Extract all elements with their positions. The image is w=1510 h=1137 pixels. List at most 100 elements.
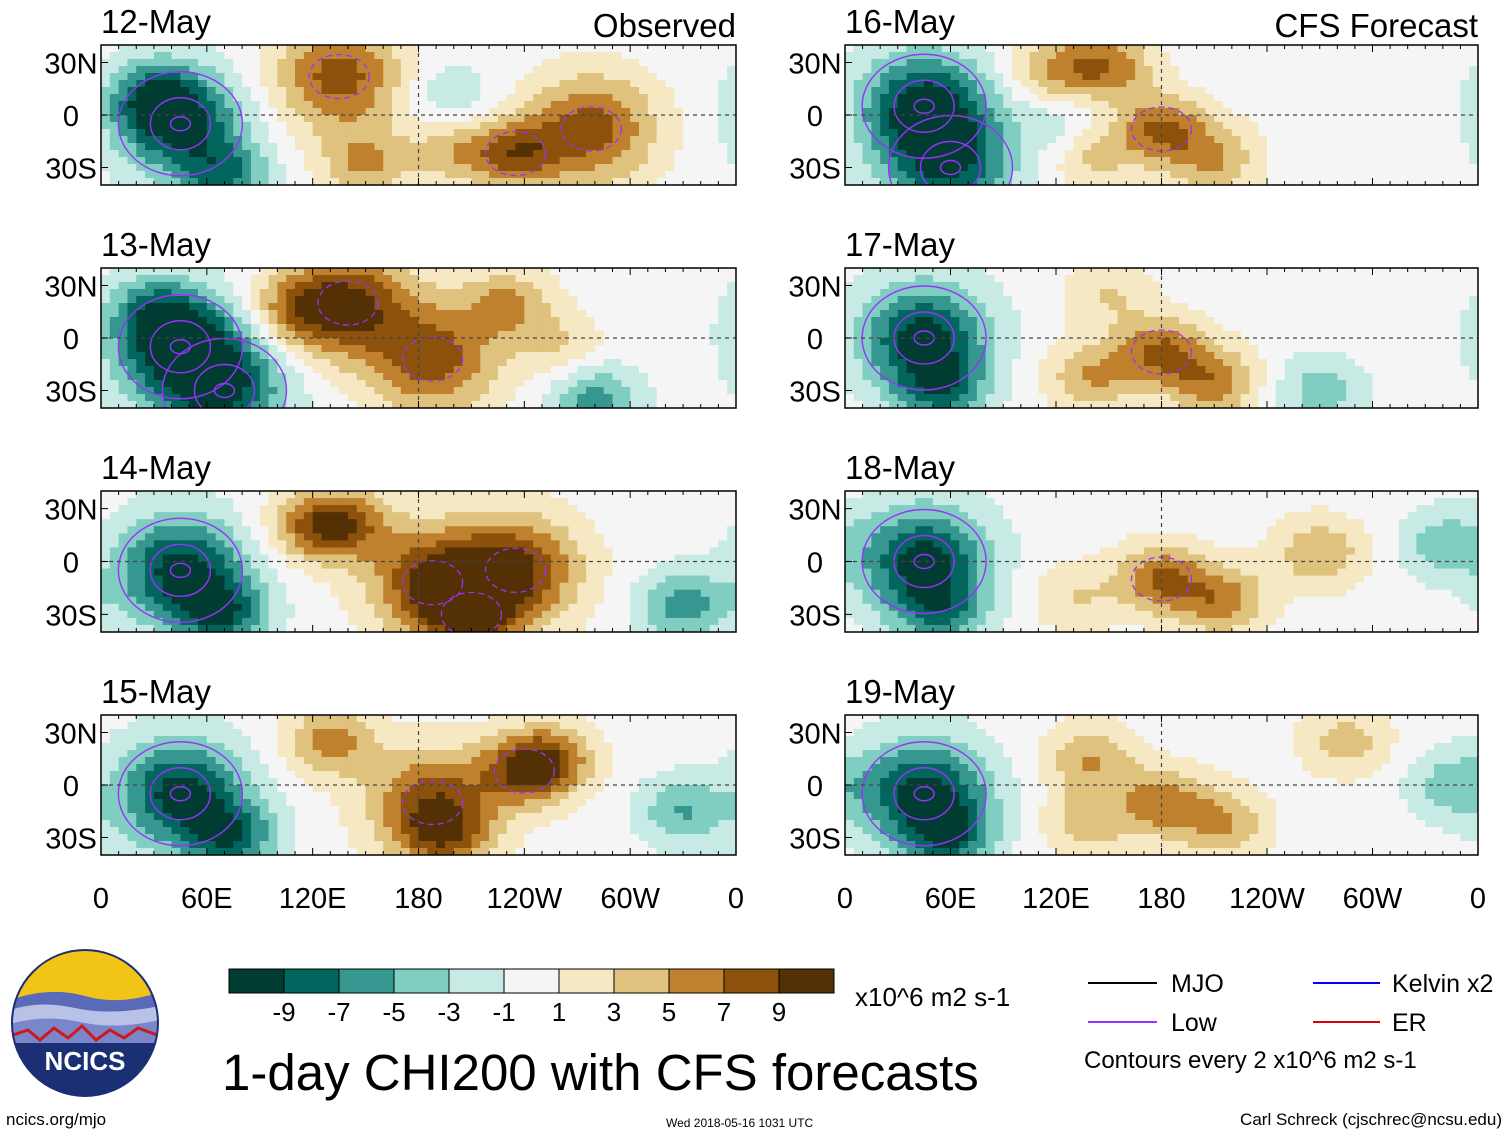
anomaly-cell — [242, 561, 252, 570]
anomaly-cell — [577, 129, 587, 137]
anomaly-cell — [586, 505, 596, 513]
anomaly-cell — [489, 164, 499, 172]
anomaly-cell — [444, 143, 455, 151]
anomaly-cell — [109, 122, 120, 130]
anomaly-cell — [727, 533, 736, 541]
anomaly-cell — [594, 73, 605, 81]
anomaly-cell — [330, 45, 340, 53]
anomaly-cell — [321, 526, 331, 534]
anomaly-cell — [497, 129, 508, 137]
anomaly-cell — [109, 338, 120, 346]
anomaly-cell — [586, 66, 596, 74]
anomaly-cell — [471, 171, 481, 179]
anomaly-cell — [250, 87, 261, 95]
anomaly-cell — [259, 547, 270, 556]
anomaly-cell — [683, 80, 693, 88]
anomaly-cell — [515, 554, 525, 563]
anomaly-cell — [638, 582, 649, 591]
anomaly-cell — [277, 533, 287, 541]
anomaly-cell — [295, 589, 305, 598]
anomaly-cell — [109, 575, 120, 584]
anomaly-cell — [453, 617, 464, 626]
anomaly-cell — [541, 491, 552, 499]
anomaly-cell — [206, 59, 217, 67]
anomaly-cell — [347, 268, 358, 276]
anomaly-cell — [118, 366, 129, 374]
anomaly-cell — [603, 338, 614, 346]
anomaly-cell — [101, 129, 111, 137]
anomaly-cell — [356, 59, 367, 67]
anomaly-cell — [533, 150, 543, 158]
anomaly-cell — [224, 554, 234, 563]
anomaly-cell — [277, 268, 287, 276]
anomaly-cell — [250, 554, 261, 563]
anomaly-cell — [691, 338, 702, 346]
anomaly-cell — [480, 45, 490, 53]
anomaly-cell — [136, 380, 146, 388]
anomaly-cell — [559, 624, 570, 632]
anomaly-cell — [674, 624, 684, 632]
anomaly-cell — [109, 498, 120, 506]
anomaly-cell — [242, 582, 252, 591]
anomaly-cell — [303, 331, 314, 339]
anomaly-cell — [356, 512, 367, 520]
anomaly-cell — [268, 498, 278, 506]
anomaly-cell — [700, 282, 711, 290]
anomaly-cell — [312, 736, 323, 744]
anomaly-cell — [568, 338, 578, 346]
anomaly-cell — [533, 401, 543, 408]
anomaly-cell — [392, 491, 402, 499]
anomaly-cell — [374, 491, 384, 499]
anomaly-cell — [630, 129, 640, 137]
anomaly-cell — [497, 729, 508, 737]
anomaly-cell — [674, 359, 684, 367]
anomaly-cell — [171, 526, 181, 534]
anomaly-cell — [586, 178, 596, 185]
anomaly-cell — [418, 624, 428, 632]
anomaly-cell — [250, 59, 261, 67]
anomaly-cell — [145, 157, 155, 165]
anomaly-cell — [647, 275, 658, 283]
anomaly-cell — [409, 540, 420, 548]
anomaly-cell — [162, 87, 173, 95]
anomaly-cell — [621, 366, 631, 374]
anomaly-cell — [127, 366, 137, 374]
anomaly-cell — [656, 359, 667, 367]
anomaly-cell — [118, 394, 129, 402]
anomaly-cell — [647, 512, 658, 520]
anomaly-cell — [700, 547, 711, 556]
anomaly-cell — [101, 568, 111, 577]
anomaly-cell — [233, 750, 243, 758]
anomaly-cell — [109, 491, 120, 499]
anomaly-cell — [577, 519, 587, 527]
anomaly-cell — [295, 359, 305, 367]
anomaly-cell — [691, 317, 702, 325]
anomaly-cell — [427, 338, 437, 346]
anomaly-cell — [400, 547, 411, 556]
anomaly-cell — [145, 331, 155, 339]
anomaly-cell — [286, 526, 296, 534]
anomaly-cell — [145, 87, 155, 95]
anomaly-cell — [727, 715, 736, 723]
anomaly-cell — [700, 268, 711, 276]
anomaly-cell — [189, 512, 199, 520]
anomaly-cell — [665, 52, 675, 60]
anomaly-cell — [515, 108, 525, 116]
anomaly-cell — [162, 94, 173, 102]
anomaly-cell — [647, 624, 658, 632]
anomaly-cell — [586, 561, 596, 570]
anomaly-cell — [277, 94, 287, 102]
anomaly-cell — [198, 345, 208, 353]
anomaly-cell — [409, 310, 420, 318]
anomaly-cell — [180, 129, 190, 137]
anomaly-cell — [303, 94, 314, 102]
anomaly-cell — [109, 401, 120, 408]
anomaly-cell — [541, 582, 552, 591]
anomaly-cell — [277, 310, 287, 318]
anomaly-cell — [198, 275, 208, 283]
anomaly-cell — [665, 526, 675, 534]
anomaly-cell — [233, 533, 243, 541]
anomaly-cell — [268, 352, 278, 360]
anomaly-cell — [674, 722, 684, 730]
anomaly-cell — [594, 491, 605, 499]
